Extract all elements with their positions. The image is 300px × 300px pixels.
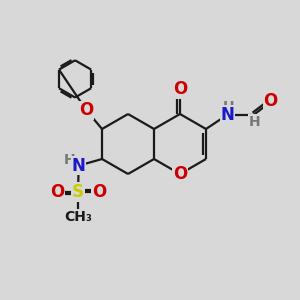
- Text: H: H: [64, 154, 76, 167]
- Text: O: O: [79, 101, 94, 119]
- Text: N: N: [220, 106, 235, 124]
- Text: O: O: [50, 183, 64, 201]
- Text: N: N: [72, 157, 86, 175]
- Text: H: H: [222, 100, 234, 113]
- Text: S: S: [72, 183, 84, 201]
- Text: O: O: [92, 183, 106, 201]
- Text: O: O: [263, 92, 278, 110]
- Text: O: O: [173, 165, 187, 183]
- Text: H: H: [249, 115, 260, 129]
- Text: CH₃: CH₃: [64, 210, 92, 224]
- Text: O: O: [173, 80, 187, 98]
